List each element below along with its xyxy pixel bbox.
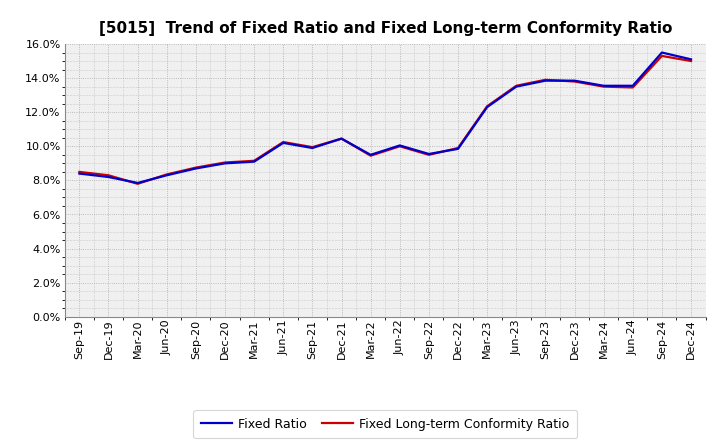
Fixed Long-term Conformity Ratio bbox=[220, 160, 229, 165]
Fixed Ratio bbox=[366, 152, 375, 158]
Fixed Long-term Conformity Ratio bbox=[687, 59, 696, 64]
Fixed Long-term Conformity Ratio bbox=[454, 145, 462, 150]
Fixed Long-term Conformity Ratio bbox=[104, 172, 113, 178]
Fixed Long-term Conformity Ratio bbox=[133, 181, 142, 187]
Fixed Long-term Conformity Ratio bbox=[395, 143, 404, 149]
Line: Fixed Long-term Conformity Ratio: Fixed Long-term Conformity Ratio bbox=[79, 56, 691, 184]
Fixed Ratio bbox=[308, 145, 317, 150]
Fixed Ratio bbox=[250, 159, 258, 164]
Fixed Long-term Conformity Ratio bbox=[337, 136, 346, 141]
Fixed Ratio bbox=[512, 84, 521, 89]
Fixed Ratio bbox=[599, 83, 608, 88]
Fixed Long-term Conformity Ratio bbox=[366, 153, 375, 158]
Fixed Ratio bbox=[192, 166, 200, 171]
Fixed Ratio bbox=[395, 143, 404, 148]
Fixed Ratio bbox=[163, 172, 171, 178]
Fixed Long-term Conformity Ratio bbox=[629, 85, 637, 90]
Fixed Long-term Conformity Ratio bbox=[192, 165, 200, 170]
Title: [5015]  Trend of Fixed Ratio and Fixed Long-term Conformity Ratio: [5015] Trend of Fixed Ratio and Fixed Lo… bbox=[99, 21, 672, 36]
Fixed Long-term Conformity Ratio bbox=[75, 169, 84, 175]
Legend: Fixed Ratio, Fixed Long-term Conformity Ratio: Fixed Ratio, Fixed Long-term Conformity … bbox=[193, 411, 577, 438]
Fixed Ratio bbox=[279, 140, 287, 146]
Fixed Long-term Conformity Ratio bbox=[599, 84, 608, 89]
Fixed Long-term Conformity Ratio bbox=[512, 83, 521, 88]
Fixed Ratio bbox=[483, 104, 492, 110]
Fixed Long-term Conformity Ratio bbox=[541, 77, 550, 82]
Fixed Ratio bbox=[133, 180, 142, 186]
Fixed Long-term Conformity Ratio bbox=[570, 79, 579, 84]
Fixed Long-term Conformity Ratio bbox=[279, 139, 287, 145]
Fixed Long-term Conformity Ratio bbox=[250, 158, 258, 163]
Fixed Long-term Conformity Ratio bbox=[425, 152, 433, 158]
Fixed Long-term Conformity Ratio bbox=[483, 103, 492, 109]
Fixed Ratio bbox=[454, 146, 462, 151]
Fixed Ratio bbox=[104, 174, 113, 180]
Fixed Ratio bbox=[220, 161, 229, 166]
Fixed Ratio bbox=[687, 57, 696, 62]
Fixed Ratio bbox=[657, 50, 666, 55]
Fixed Ratio bbox=[425, 151, 433, 157]
Fixed Ratio bbox=[570, 78, 579, 83]
Fixed Long-term Conformity Ratio bbox=[163, 172, 171, 177]
Fixed Long-term Conformity Ratio bbox=[308, 144, 317, 150]
Fixed Ratio bbox=[629, 83, 637, 88]
Line: Fixed Ratio: Fixed Ratio bbox=[79, 52, 691, 183]
Fixed Ratio bbox=[541, 78, 550, 83]
Fixed Ratio bbox=[337, 136, 346, 141]
Fixed Ratio bbox=[75, 171, 84, 176]
Fixed Long-term Conformity Ratio bbox=[657, 53, 666, 59]
